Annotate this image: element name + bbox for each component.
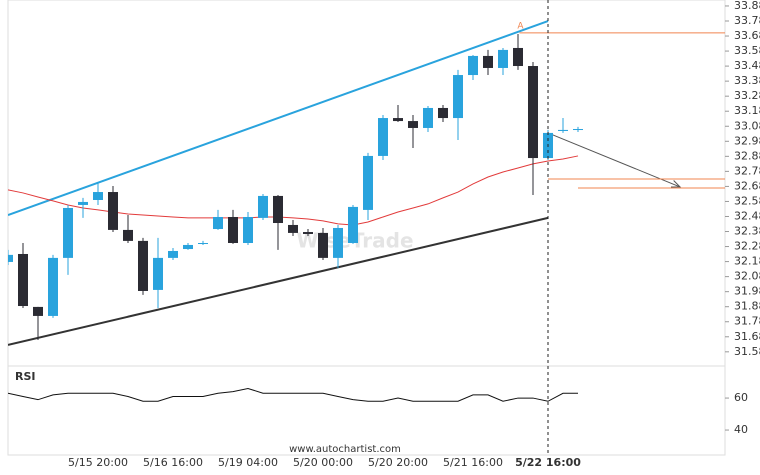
candle-body xyxy=(63,207,73,258)
candle-body xyxy=(408,121,418,128)
candle-body xyxy=(453,75,463,119)
candle-body xyxy=(333,227,343,258)
plot-frame xyxy=(7,0,726,456)
candle-body xyxy=(258,195,268,218)
candle-body xyxy=(183,244,193,250)
candle-body xyxy=(33,306,43,316)
y-tick-label: 33.7844 xyxy=(734,14,760,27)
y-tick-label: 33.0844 xyxy=(734,119,760,132)
y-tick-label: 32.7844 xyxy=(734,164,760,177)
y-tick-label: 31.7844 xyxy=(734,315,760,328)
candle-body xyxy=(153,257,163,290)
candle-body xyxy=(228,216,238,244)
y-tick-label: 33.3844 xyxy=(734,74,760,87)
candle-body xyxy=(288,224,298,233)
rsi-title: RSI xyxy=(15,370,36,383)
y-tick-label: 33.8844 xyxy=(734,0,760,12)
y-tick-label: 32.6844 xyxy=(734,179,760,192)
y-tick-label: 60 xyxy=(734,391,748,404)
x-tick-label: 5/20 00:00 xyxy=(293,456,353,469)
candle-body xyxy=(318,232,328,258)
footer: www.autochartist.com xyxy=(289,444,401,455)
y-tick-label: 32.3844 xyxy=(734,225,760,238)
moving-average xyxy=(8,155,579,226)
y-tick-label: 32.9844 xyxy=(734,134,760,147)
candle-body xyxy=(303,232,313,234)
y-tick-label: 32.2844 xyxy=(734,240,760,253)
candle-body xyxy=(513,47,523,67)
level-label: A xyxy=(517,21,524,31)
candle-body xyxy=(423,107,433,128)
y-tick-label: 32.8844 xyxy=(734,149,760,162)
y-tick-label: 33.6844 xyxy=(734,29,760,42)
candle-body xyxy=(573,129,583,131)
candle-body xyxy=(273,195,283,224)
y-tick-label: 32.5844 xyxy=(734,194,760,207)
candle-body xyxy=(213,216,223,230)
y-tick-label: 33.1844 xyxy=(734,104,760,117)
candle-body xyxy=(498,49,508,68)
y-tick-label: 33.4844 xyxy=(734,59,760,72)
candle-body xyxy=(123,229,133,241)
plot xyxy=(8,20,725,402)
candle-body xyxy=(528,66,538,159)
x-tick-label: 5/22 16:00 xyxy=(515,456,581,469)
candle-body xyxy=(468,55,478,76)
candle-body xyxy=(93,192,103,200)
x-tick-label: 5/21 16:00 xyxy=(443,456,503,469)
x-tick-label: 5/20 20:00 xyxy=(368,456,428,469)
y-tick-label: 32.1844 xyxy=(734,255,760,268)
channel-upper xyxy=(8,20,549,216)
candle-body xyxy=(138,240,148,291)
candle-body xyxy=(363,155,373,210)
y-tick-label: 31.5844 xyxy=(734,345,760,358)
y-tick-label: 32.4844 xyxy=(734,209,760,222)
candle-body xyxy=(438,107,448,119)
candle-body xyxy=(348,206,358,244)
candle-body xyxy=(18,253,28,307)
channel-lower xyxy=(8,216,549,346)
candle-body xyxy=(558,129,568,131)
forecast-arrowhead xyxy=(670,180,682,188)
candle-body xyxy=(168,250,178,258)
y-tick-label: 33.5844 xyxy=(734,44,760,57)
y-tick-label: 40 xyxy=(734,423,748,436)
candle-body xyxy=(48,257,58,316)
y-tick-label: 33.2844 xyxy=(734,89,760,102)
candle-body xyxy=(198,243,208,245)
x-tick-label: 5/19 04:00 xyxy=(218,456,278,469)
y-tick-label: 32.0844 xyxy=(734,270,760,283)
candle-body xyxy=(78,201,88,205)
y-tick-label: 31.9844 xyxy=(734,285,760,298)
candle-body xyxy=(483,55,493,68)
forecast xyxy=(547,132,681,188)
y-tick-label: 31.6844 xyxy=(734,330,760,343)
x-tick-label: 5/15 20:00 xyxy=(68,456,128,469)
candle-body xyxy=(378,118,388,156)
candle-body xyxy=(243,216,253,244)
x-tick-label: 5/16 16:00 xyxy=(143,456,203,469)
rsi-line xyxy=(8,387,578,402)
y-tick-label: 31.8844 xyxy=(734,300,760,313)
candle-body xyxy=(393,118,403,122)
candle-body xyxy=(108,192,118,230)
candle-body xyxy=(8,254,13,262)
